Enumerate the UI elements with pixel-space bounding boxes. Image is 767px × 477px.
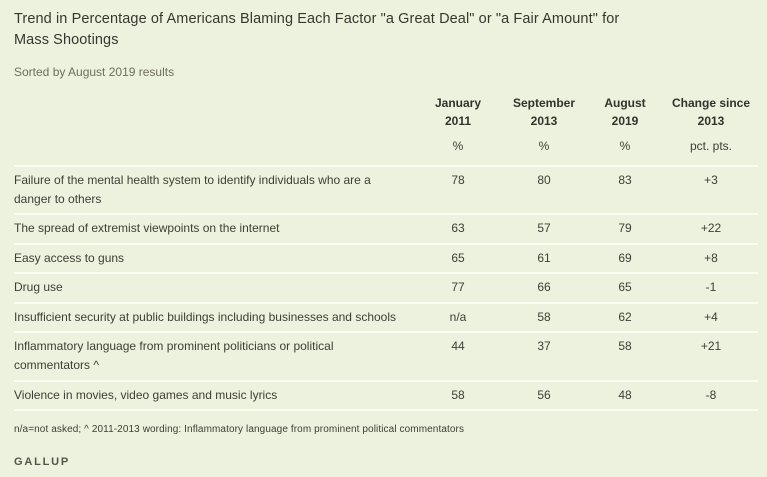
- page-title: Trend in Percentage of Americans Blaming…: [14, 9, 753, 52]
- results-table: January 2011 September 2013 August 2019 …: [14, 94, 758, 412]
- factor-label: Failure of the mental health system to i…: [14, 164, 414, 215]
- value-jan-2011: 58: [414, 379, 502, 412]
- unit-september: %: [538, 138, 550, 153]
- factor-label: Insufficient security at public building…: [14, 301, 414, 333]
- page-title-line2: Mass Shootings: [14, 32, 119, 49]
- value-sep-2013: 57: [502, 213, 586, 244]
- value-aug-2019: 79: [586, 213, 664, 244]
- factor-label: Drug use: [14, 272, 414, 303]
- value-change: +22: [664, 213, 758, 244]
- value-sep-2013: 37: [502, 331, 586, 381]
- value-change: +3: [664, 164, 758, 215]
- value-change: -1: [664, 272, 758, 303]
- unit-august: %: [619, 138, 631, 153]
- value-jan-2011: n/a: [414, 301, 502, 333]
- table-row-drug-use: Drug use 77 66 65 -1: [14, 272, 758, 303]
- value-aug-2019: 48: [586, 379, 664, 412]
- table-row-access-to-guns: Easy access to guns 65 61 69 +8: [14, 242, 758, 274]
- factor-label: Easy access to guns: [14, 242, 414, 274]
- value-jan-2011: 44: [414, 331, 502, 381]
- factor-column-header: [14, 94, 414, 130]
- value-change: +4: [664, 301, 758, 333]
- units-factor-cell: [14, 130, 414, 166]
- table-row-inflammatory-language: Inflammatory language from prominent pol…: [14, 331, 758, 381]
- sort-note: Sorted by August 2019 results: [14, 64, 175, 79]
- value-jan-2011: 63: [414, 213, 502, 244]
- table-body: Failure of the mental health system to i…: [14, 164, 758, 412]
- value-sep-2013: 66: [502, 272, 586, 303]
- value-aug-2019: 83: [586, 164, 664, 215]
- unit-january: %: [452, 138, 464, 153]
- value-jan-2011: 65: [414, 242, 502, 274]
- col-header-august-2019: August 2019: [604, 95, 646, 128]
- col-header-january-2011: January 2011: [434, 95, 482, 128]
- table-row-violence-in-media: Violence in movies, video games and musi…: [14, 379, 758, 412]
- value-change: +21: [664, 331, 758, 381]
- table-row-mental-health: Failure of the mental health system to i…: [14, 164, 758, 215]
- factor-label: Violence in movies, video games and musi…: [14, 379, 414, 412]
- value-change: +8: [664, 242, 758, 274]
- value-aug-2019: 62: [586, 301, 664, 333]
- value-jan-2011: 78: [414, 164, 502, 215]
- footnote: n/a=not asked; ^ 2011-2013 wording: Infl…: [14, 424, 465, 436]
- factor-label: The spread of extremist viewpoints on th…: [14, 213, 414, 244]
- gallup-logo: GALLUP: [14, 456, 71, 469]
- col-header-september-2013: September 2013: [512, 95, 576, 128]
- value-sep-2013: 61: [502, 242, 586, 274]
- table-header: January 2011 September 2013 August 2019 …: [14, 94, 758, 166]
- col-header-change-since-2013: Change since 2013: [671, 95, 751, 128]
- table-row-insufficient-security: Insufficient security at public building…: [14, 301, 758, 333]
- factor-label: Inflammatory language from prominent pol…: [14, 331, 414, 381]
- page-title-line1: Trend in Percentage of Americans Blaming…: [14, 11, 620, 27]
- value-aug-2019: 65: [586, 272, 664, 303]
- value-jan-2011: 77: [414, 272, 502, 303]
- value-aug-2019: 58: [586, 331, 664, 381]
- unit-change: pct. pts.: [689, 138, 733, 153]
- value-sep-2013: 80: [502, 164, 586, 215]
- table-row-extremist-viewpoints: The spread of extremist viewpoints on th…: [14, 213, 758, 244]
- header-row: January 2011 September 2013 August 2019 …: [14, 94, 758, 130]
- value-sep-2013: 56: [502, 379, 586, 412]
- units-row: % % % pct. pts.: [14, 130, 758, 166]
- value-change: -8: [664, 379, 758, 412]
- value-sep-2013: 58: [502, 301, 586, 333]
- value-aug-2019: 69: [586, 242, 664, 274]
